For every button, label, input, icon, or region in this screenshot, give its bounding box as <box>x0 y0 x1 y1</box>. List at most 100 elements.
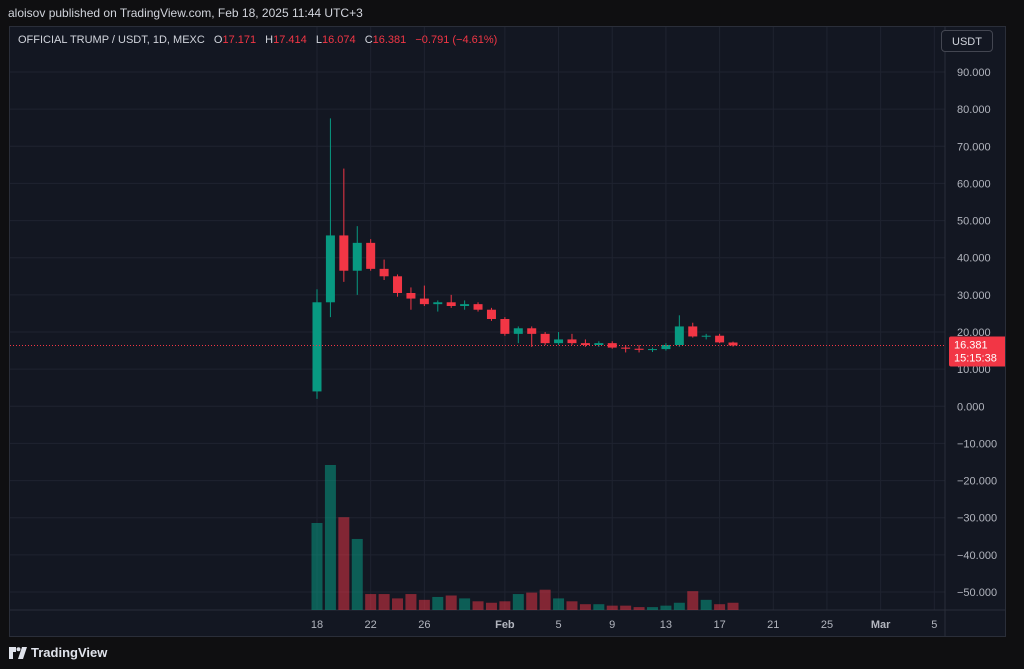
price-badge-value: 16.381 <box>954 339 988 351</box>
volume-bar <box>405 594 417 610</box>
price-badge <box>949 336 1005 367</box>
price-tick-label: −30.000 <box>957 513 997 525</box>
low-value: 16.074 <box>321 34 356 46</box>
volume-bar <box>365 594 377 610</box>
candle-body <box>446 302 456 306</box>
high-value: 17.414 <box>273 34 307 46</box>
candle-body <box>701 335 711 337</box>
volume-bar <box>485 602 497 610</box>
price-tick-label: 50.000 <box>957 216 991 228</box>
price-tick-label: 90.000 <box>957 67 991 79</box>
volume-bar <box>324 465 336 610</box>
candle-body <box>419 298 429 305</box>
volume-bar <box>472 601 484 610</box>
time-tick-label: 26 <box>418 619 430 631</box>
volume-bar <box>351 538 363 610</box>
volume-bar <box>539 589 551 610</box>
candlestick-chart[interactable]: 90.00080.00070.00060.00050.00040.00030.0… <box>10 27 1005 636</box>
price-tick-label: −10.000 <box>957 438 997 450</box>
candle-body <box>433 302 443 305</box>
price-tick-label: 60.000 <box>957 178 991 190</box>
candle-body <box>540 333 550 344</box>
volume-bar <box>673 602 685 610</box>
time-tick-label: 22 <box>365 619 377 631</box>
candle-body <box>339 235 349 271</box>
volume-bar <box>459 598 471 610</box>
candle-body <box>715 335 725 343</box>
volume-bar <box>606 605 618 610</box>
candle-body <box>366 242 376 269</box>
candle-body <box>379 268 389 277</box>
candle-body <box>513 328 523 334</box>
candle-body <box>460 304 470 306</box>
close-value: 16.381 <box>372 34 407 46</box>
price-tick-label: 30.000 <box>957 290 991 302</box>
candle-body <box>648 349 657 351</box>
price-tick-label: 40.000 <box>957 253 991 265</box>
volume-bar <box>512 594 524 610</box>
currency-button[interactable]: USDT <box>941 30 993 52</box>
time-tick-label: 21 <box>767 619 779 631</box>
volume-bar <box>633 607 645 610</box>
candle-body <box>486 309 496 319</box>
volume-bar <box>593 604 605 610</box>
volume-bar <box>553 598 565 610</box>
candle-body <box>661 345 671 350</box>
candle-body <box>567 339 577 344</box>
candle-body <box>621 347 631 349</box>
time-tick-label: 17 <box>713 619 725 631</box>
volume-bar <box>647 607 658 610</box>
time-tick-label: 5 <box>555 619 561 631</box>
candle-body <box>594 343 604 345</box>
volume-bar <box>418 599 430 610</box>
candle-body <box>728 342 738 346</box>
volume-bar <box>579 604 591 610</box>
volume-bar <box>700 599 712 610</box>
candle-body <box>634 348 644 350</box>
symbol-legend: OFFICIAL TRUMP / USDT, 1D, MEXC O17.171 … <box>18 34 497 46</box>
candle-body <box>406 293 416 299</box>
price-tick-label: 10.000 <box>957 364 991 376</box>
open-label: O <box>213 34 223 46</box>
price-tick-label: −40.000 <box>957 550 997 562</box>
time-tick-label: 18 <box>311 619 323 631</box>
time-tick-label: Feb <box>495 619 515 631</box>
volume-bar <box>620 605 632 610</box>
price-tick-label: 80.000 <box>957 104 991 116</box>
candle-body <box>312 302 322 392</box>
volume-bar <box>714 604 726 610</box>
chart-frame[interactable]: 90.000 80.000 70.000 60.000 50.000 40.000 30.0… <box>9 26 1006 637</box>
price-tick-label: 70.000 <box>957 141 991 153</box>
volume-bar <box>392 598 404 610</box>
publisher-text: aloisov published on TradingView.com, Fe… <box>8 6 363 20</box>
time-tick-label: 5 <box>931 619 937 631</box>
symbol-name: OFFICIAL TRUMP / USDT, 1D, MEXC <box>18 34 205 46</box>
candle-body <box>393 276 403 293</box>
change-value: −0.791 (−4.61%) <box>415 34 498 46</box>
price-badge-countdown: 15:15:38 <box>954 352 997 364</box>
price-tick-label: −20.000 <box>957 476 997 488</box>
candle-body <box>473 304 483 310</box>
candle-body <box>580 343 590 345</box>
top-bar: aloisov published on TradingView.com, Fe… <box>0 0 1024 26</box>
time-tick-label: 9 <box>609 619 615 631</box>
candle-body <box>674 326 684 345</box>
candle-body <box>688 326 698 337</box>
volume-bar <box>432 596 444 610</box>
price-tick-label: 20.000 <box>957 327 991 339</box>
volume-bar <box>660 605 672 610</box>
volume-bar <box>727 602 739 610</box>
time-tick-label: 13 <box>660 619 672 631</box>
candle-body <box>527 328 537 334</box>
low-label: L <box>315 34 322 46</box>
volume-bar <box>378 594 390 610</box>
volume-bar <box>445 595 457 610</box>
candle-body <box>500 319 510 334</box>
candle-body <box>352 242 362 271</box>
volume-bar <box>338 517 350 610</box>
tradingview-logo-icon <box>9 647 27 659</box>
close-label: C <box>364 34 373 46</box>
high-label: H <box>265 34 274 46</box>
candle-body <box>325 235 335 303</box>
price-tick-label: 0.000 <box>957 401 985 413</box>
